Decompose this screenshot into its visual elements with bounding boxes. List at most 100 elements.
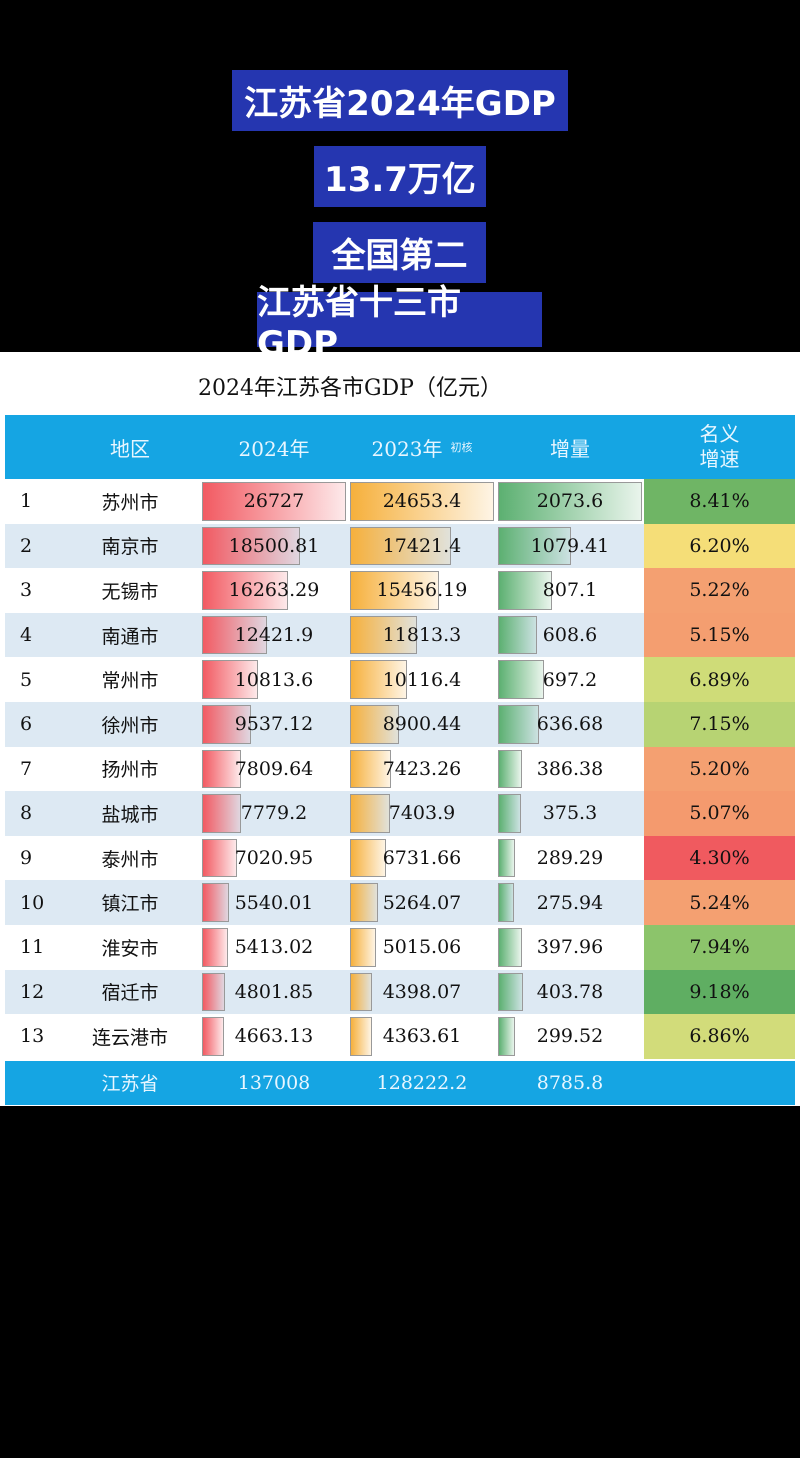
table-header: 地区 2024年 2023年 初核 增量 名义 增速 (5, 415, 795, 479)
cell-y2024: 16263.29 (200, 568, 348, 613)
data-bar-inc (498, 660, 544, 699)
total-row: 江苏省 137008 128222.2 8785.8 (5, 1060, 795, 1105)
rank: 13 (20, 1025, 45, 1048)
data-bar-y2024 (202, 883, 229, 922)
rank: 7 (20, 757, 33, 780)
city: 连云港市 (91, 1026, 168, 1049)
cell-y2023: 24653.4 (348, 479, 496, 524)
cell-inc: 697.2 (496, 657, 644, 702)
growth-cell: 8.41% (644, 479, 795, 524)
cell-inc: 807.1 (496, 568, 644, 613)
data-bar-y2024 (202, 482, 346, 521)
table-row: 6 徐州市 9537.12 8900.44 636.68 7.15% (5, 701, 795, 747)
data-bar-y2023 (350, 526, 451, 566)
table-row: 4 南通市 12421.9 11813.3 608.6 5.15% (5, 612, 795, 658)
data-bar-inc (498, 615, 538, 655)
cell-y2023: 8900.44 (348, 702, 496, 747)
cell-y2023: 4363.61 (348, 1014, 496, 1059)
rank: 1 (20, 490, 33, 513)
data-bar-inc (498, 482, 642, 521)
cell-inc: 299.52 (496, 1014, 644, 1059)
data-bar-inc (498, 972, 523, 1012)
data-bar-y2023 (350, 838, 387, 878)
city: 南通市 (101, 625, 159, 648)
table-row: 8 盐城市 7779.2 7403.9 375.3 5.07% (5, 791, 795, 836)
table-title: 2024年江苏各市GDP（亿元） (197, 376, 502, 401)
growth-cell: 5.22% (644, 568, 795, 613)
cell-inc: 375.3 (496, 791, 644, 836)
data-bar-y2023 (350, 660, 407, 699)
cell-y2023: 11813.3 (348, 613, 496, 658)
cell-inc: 403.78 (496, 970, 644, 1015)
data-bar-y2024 (202, 526, 301, 566)
cell-inc: 397.96 (496, 925, 644, 970)
growth-cell: 5.20% (644, 746, 795, 792)
growth-cell: 6.89% (644, 657, 795, 702)
cell-inc: 386.38 (496, 747, 644, 792)
total-2024: 137008 (237, 1071, 311, 1094)
table-row: 5 常州市 10813.6 10116.4 697.2 6.89% (5, 657, 795, 702)
rank: 10 (20, 891, 45, 914)
growth-cell: 9.18% (644, 969, 795, 1015)
city: 淮安市 (101, 937, 159, 960)
cell-y2023: 17421.4 (348, 524, 496, 569)
data-bar-y2024 (202, 749, 242, 789)
title-banner-2: 13.7万亿 (314, 146, 486, 207)
city: 无锡市 (101, 580, 159, 603)
city: 苏州市 (101, 491, 159, 514)
title-banner-4: 江苏省十三市GDP (257, 283, 542, 364)
growth-cell: 5.15% (644, 612, 795, 658)
cell-y2024: 12421.9 (200, 613, 348, 658)
data-bar-y2024 (202, 794, 242, 833)
table-row: 10 镇江市 5540.01 5264.07 275.94 5.24% (5, 880, 795, 925)
rank: 2 (20, 534, 33, 557)
cell-inc: 289.29 (496, 836, 644, 881)
data-bar-y2023 (350, 794, 391, 833)
cell-inc: 2073.6 (496, 479, 644, 524)
cell-y2024: 5413.02 (200, 925, 348, 970)
total-region: 江苏省 (101, 1073, 159, 1096)
header-region: 地区 (110, 436, 150, 461)
header-growth: 名义 增速 (699, 422, 740, 471)
cell-y2024: 26727 (200, 479, 348, 524)
data-bar-inc (498, 883, 514, 922)
rank: 8 (20, 802, 33, 825)
cell-y2023: 6731.66 (348, 836, 496, 881)
rank: 9 (20, 847, 33, 870)
city: 扬州市 (101, 759, 159, 782)
growth-cell: 7.94% (644, 924, 795, 970)
data-bar-y2024 (202, 571, 289, 610)
cell-y2024: 4801.85 (200, 970, 348, 1015)
cell-inc: 636.68 (496, 702, 644, 747)
data-bar-y2024 (202, 660, 258, 699)
data-bar-inc (498, 1017, 516, 1056)
growth-cell: 6.20% (644, 523, 795, 569)
cell-y2024: 7809.64 (200, 747, 348, 792)
cell-y2023: 4398.07 (348, 970, 496, 1015)
table-row: 13 连云港市 4663.13 4363.61 299.52 6.86% (5, 1014, 795, 1059)
cell-y2024: 4663.13 (200, 1014, 348, 1059)
data-bar-inc (498, 749, 522, 789)
header-2023: 2023年 初核 (371, 436, 473, 461)
city: 常州市 (101, 670, 159, 693)
title-banner-3: 全国第二 (313, 222, 486, 283)
rank: 5 (20, 668, 33, 691)
city: 徐州市 (101, 714, 159, 737)
data-bar-y2023 (350, 749, 391, 789)
cell-y2024: 7779.2 (200, 791, 348, 836)
city: 南京市 (101, 536, 159, 559)
cell-y2024: 5540.01 (200, 880, 348, 925)
title-banner-1: 江苏省2024年GDP (232, 70, 568, 131)
data-bar-y2023 (350, 615, 417, 655)
data-bar-inc (498, 838, 515, 878)
table-row: 1 苏州市 26727 24653.4 2073.6 8.41% (5, 479, 795, 524)
cell-y2024: 7020.95 (200, 836, 348, 881)
data-bar-y2023 (350, 927, 377, 967)
growth-cell: 5.24% (644, 880, 795, 925)
data-bar-y2024 (202, 838, 237, 878)
table-row: 7 扬州市 7809.64 7423.26 386.38 5.20% (5, 746, 795, 792)
data-bar-y2023 (350, 482, 494, 521)
rank: 4 (20, 624, 33, 647)
data-bar-inc (498, 526, 572, 566)
data-bar-y2023 (350, 571, 439, 610)
